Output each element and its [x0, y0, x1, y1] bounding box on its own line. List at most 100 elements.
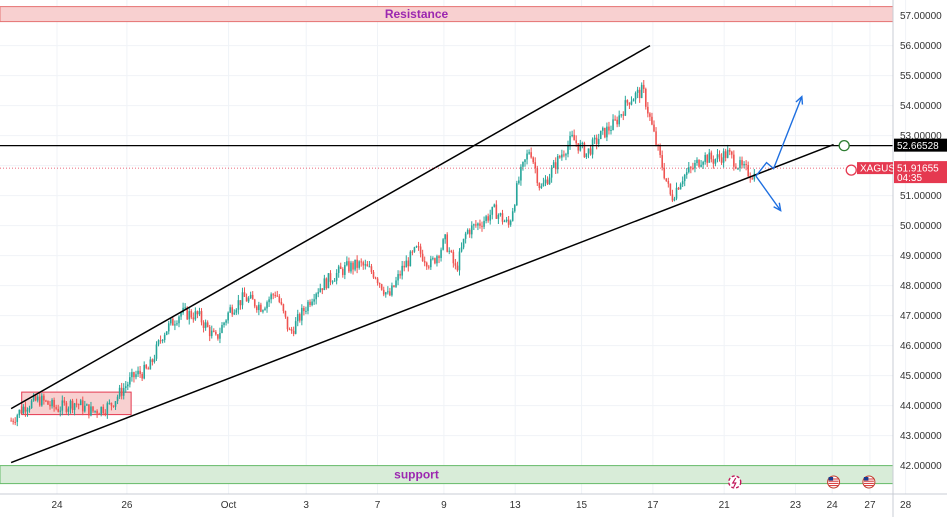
y-tick-label: 56.00000 [900, 41, 942, 52]
candle-body [53, 399, 55, 408]
candle-body [554, 162, 557, 170]
candle-body [599, 130, 602, 140]
symbol-label: XAGUSD [860, 164, 902, 175]
candle-body [10, 420, 12, 422]
candle-body [569, 136, 571, 146]
candle-body [753, 173, 756, 180]
candle-body [591, 139, 594, 155]
candle-body [579, 143, 582, 151]
candle-body [243, 292, 246, 297]
candle-body [567, 145, 569, 155]
candle-body [329, 273, 332, 282]
x-tick-label: 27 [864, 500, 876, 511]
candle-body [673, 198, 676, 201]
candle-body [413, 247, 416, 252]
candle-body [622, 114, 625, 116]
x-tick-label: 28 [900, 500, 912, 511]
candle-body [98, 413, 100, 415]
candle-body [51, 399, 53, 407]
candle-body [225, 320, 227, 323]
candle-body [487, 216, 489, 221]
candle-body [26, 409, 29, 412]
candle-body [339, 266, 342, 270]
candle-body [307, 301, 309, 311]
candle-body [262, 310, 264, 312]
candle-body [460, 247, 463, 252]
price-axis[interactable]: 57.00000 56.00000 55.00000 54.00000 53.00000… [857, 0, 947, 517]
candle-body [172, 318, 174, 326]
candle-body [716, 154, 719, 160]
candle-body [712, 159, 715, 164]
x-tick-label: 3 [303, 500, 309, 511]
candle-body [448, 250, 451, 252]
candle-body [618, 115, 620, 125]
candle-body [100, 406, 102, 415]
candle-body [464, 233, 467, 239]
candle-body [659, 145, 661, 156]
zone-rect [0, 465, 894, 485]
candle-body [43, 395, 45, 401]
time-axis[interactable]: 24 26 Oct 3 7 9 13 15 17 21 23 24 27 28 [0, 475, 947, 511]
candle-body [129, 377, 131, 385]
candle-body [409, 251, 412, 267]
candle-body [280, 301, 283, 305]
candle-body [313, 299, 315, 302]
candle-body [366, 264, 369, 267]
candle-body [477, 223, 479, 226]
candle-body [503, 221, 506, 223]
candle-body [456, 265, 459, 271]
candle-body [526, 153, 528, 160]
candle-body [403, 265, 406, 268]
candle-body [137, 370, 139, 375]
candle-body [239, 300, 242, 306]
lightning-icon[interactable] [728, 475, 742, 489]
candle-body [702, 161, 704, 165]
candle-body [61, 400, 64, 411]
candles-layer [10, 80, 756, 427]
candle-body [751, 178, 754, 180]
candle-body [327, 273, 330, 289]
candle-body [176, 323, 178, 325]
candle-body [677, 187, 680, 190]
candle-body [38, 396, 41, 406]
candle-body [143, 364, 145, 379]
x-tick-label: 13 [510, 500, 522, 511]
candle-body [399, 274, 401, 276]
y-tick-label: 44.00000 [900, 401, 942, 412]
candle-body [737, 168, 739, 170]
candle-body [552, 162, 555, 168]
candle-body [720, 157, 723, 163]
event-icons[interactable] [728, 475, 876, 489]
candle-body [391, 285, 393, 296]
countdown-label: 04:35 [897, 173, 922, 184]
candle-body [315, 293, 317, 300]
candle-body [468, 229, 471, 235]
candle-body [520, 166, 522, 181]
candle-body [346, 261, 348, 266]
candle-body [444, 234, 446, 240]
candle-body [499, 213, 502, 215]
candle-body [374, 277, 377, 279]
candle-body [370, 266, 373, 272]
candle-body [341, 269, 344, 275]
y-tick-label: 55.00000 [900, 71, 942, 82]
candle-body [415, 246, 418, 248]
candle-body [84, 405, 86, 412]
candle-body [49, 404, 51, 407]
candle-body [462, 238, 465, 248]
candle-body [380, 284, 383, 290]
candle-body [323, 278, 326, 291]
candle-body [174, 324, 176, 326]
candle-body [260, 304, 262, 312]
candle-body [344, 265, 346, 275]
candle-body [505, 219, 508, 222]
candle-body [36, 396, 39, 401]
candle-body [430, 258, 432, 268]
candle-body [210, 330, 213, 337]
candle-body [681, 181, 684, 185]
zone-label: support [394, 468, 439, 482]
candle-body [77, 404, 80, 406]
candle-body [536, 168, 539, 184]
candle-body [186, 307, 188, 320]
